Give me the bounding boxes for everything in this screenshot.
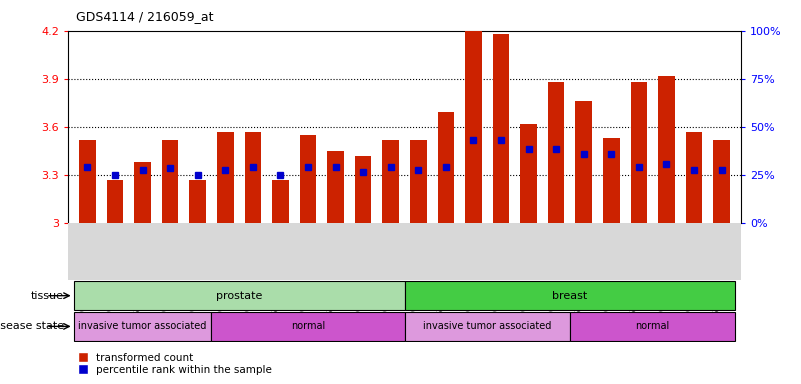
FancyBboxPatch shape	[211, 312, 405, 341]
FancyBboxPatch shape	[570, 312, 735, 341]
Bar	[410, 139, 427, 223]
FancyBboxPatch shape	[405, 312, 570, 341]
Bar	[548, 82, 565, 223]
Bar	[162, 139, 179, 223]
FancyBboxPatch shape	[74, 281, 405, 310]
Bar	[107, 180, 123, 223]
FancyBboxPatch shape	[405, 281, 735, 310]
Bar	[465, 31, 481, 223]
FancyBboxPatch shape	[74, 312, 211, 341]
Bar	[300, 135, 316, 223]
Bar	[355, 156, 372, 223]
Text: disease state: disease state	[0, 321, 64, 331]
Bar	[79, 139, 95, 223]
Bar	[217, 132, 234, 223]
Text: normal: normal	[635, 321, 670, 331]
Legend: transformed count, percentile rank within the sample: transformed count, percentile rank withi…	[74, 348, 276, 379]
Text: breast: breast	[553, 291, 588, 301]
Text: prostate: prostate	[215, 291, 262, 301]
Bar	[575, 101, 592, 223]
Bar	[686, 132, 702, 223]
Bar	[382, 139, 399, 223]
Bar	[437, 113, 454, 223]
Bar	[493, 34, 509, 223]
Bar	[272, 180, 288, 223]
Text: normal: normal	[291, 321, 325, 331]
Bar	[244, 132, 261, 223]
Bar	[714, 139, 730, 223]
Bar	[630, 82, 647, 223]
Text: invasive tumor associated: invasive tumor associated	[78, 321, 207, 331]
Bar	[328, 151, 344, 223]
Text: tissue: tissue	[31, 291, 64, 301]
Text: GDS4114 / 216059_at: GDS4114 / 216059_at	[76, 10, 214, 23]
Bar	[603, 138, 620, 223]
Text: invasive tumor associated: invasive tumor associated	[423, 321, 551, 331]
Bar	[658, 76, 674, 223]
Bar	[521, 124, 537, 223]
Bar	[189, 180, 206, 223]
Bar	[135, 162, 151, 223]
